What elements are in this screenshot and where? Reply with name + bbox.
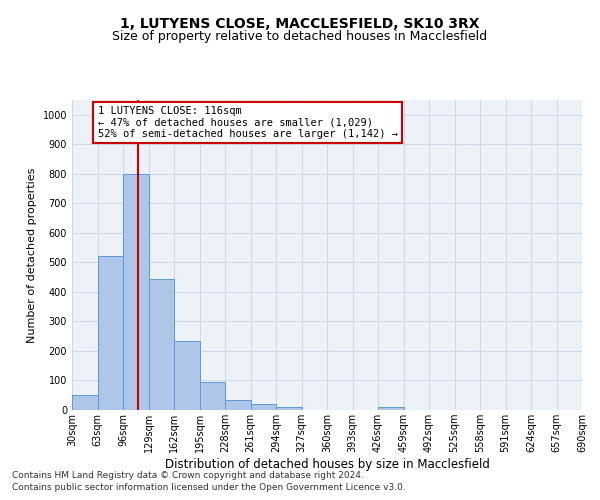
Bar [378, 407, 404, 410]
Bar [199, 382, 225, 410]
Bar [225, 400, 251, 410]
Text: Contains HM Land Registry data © Crown copyright and database right 2024.: Contains HM Land Registry data © Crown c… [12, 471, 364, 480]
Bar [72, 395, 97, 410]
Bar [174, 340, 199, 410]
Bar [251, 404, 276, 410]
Text: 1, LUTYENS CLOSE, MACCLESFIELD, SK10 3RX: 1, LUTYENS CLOSE, MACCLESFIELD, SK10 3RX [120, 18, 480, 32]
Y-axis label: Number of detached properties: Number of detached properties [27, 168, 37, 342]
Bar [149, 278, 174, 410]
X-axis label: Distribution of detached houses by size in Macclesfield: Distribution of detached houses by size … [164, 458, 490, 471]
Bar [97, 256, 123, 410]
Bar [123, 174, 149, 410]
Text: Size of property relative to detached houses in Macclesfield: Size of property relative to detached ho… [112, 30, 488, 43]
Text: 1 LUTYENS CLOSE: 116sqm
← 47% of detached houses are smaller (1,029)
52% of semi: 1 LUTYENS CLOSE: 116sqm ← 47% of detache… [97, 106, 398, 139]
Bar [276, 407, 302, 410]
Text: Contains public sector information licensed under the Open Government Licence v3: Contains public sector information licen… [12, 484, 406, 492]
